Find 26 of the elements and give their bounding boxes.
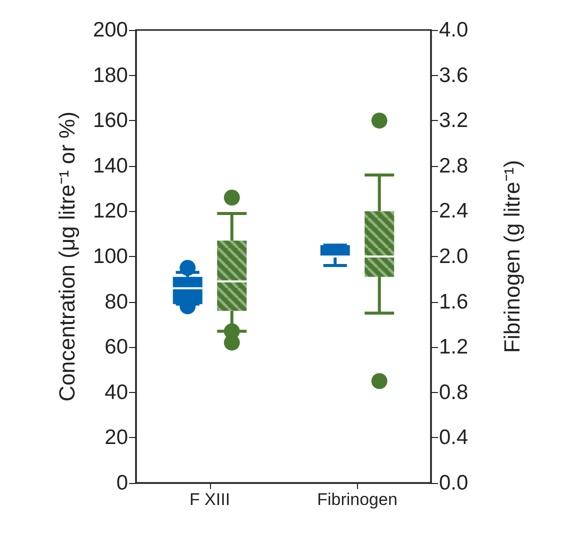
y-axis-title: Concentration (μg litre⁻¹ or %) <box>54 112 80 402</box>
y2-tick-label: 3.2 <box>439 109 468 132</box>
y2-tick-label: 2.4 <box>439 200 469 223</box>
y-tick-label: 140 <box>92 154 128 178</box>
y2-tick-label: 4.0 <box>439 18 468 42</box>
y-tick-label: 0 <box>116 472 128 494</box>
y2-tick-label: 0.8 <box>439 380 468 404</box>
y-tick-label: 40 <box>104 380 128 404</box>
y-tick-label: 180 <box>92 64 128 87</box>
y2-tick-label: 3.6 <box>439 64 468 87</box>
y2-axis-title: Fibrinogen (g litre⁻¹) <box>500 160 524 353</box>
y-tick-label: 100 <box>92 245 128 268</box>
y-tick-label: 80 <box>104 290 128 314</box>
y2-tick-label: 1.6 <box>439 290 468 314</box>
y2-tick-label: 0.0 <box>439 472 468 494</box>
y-tick-label: 20 <box>104 426 128 450</box>
y2-tick-label: 2.0 <box>439 245 468 268</box>
x-tick-label: F XIII <box>189 490 230 509</box>
y-tick-label: 120 <box>92 200 128 223</box>
y2-tick-label: 1.2 <box>439 336 468 359</box>
y-tick-label: 160 <box>92 109 128 132</box>
y2-tick-label: 0.4 <box>439 426 469 450</box>
x-tick-label: Fibrinogen <box>317 490 398 509</box>
y2-tick-label: 2.8 <box>439 154 468 178</box>
y-tick-label: 200 <box>92 18 128 42</box>
y-tick-label: 60 <box>104 336 128 359</box>
